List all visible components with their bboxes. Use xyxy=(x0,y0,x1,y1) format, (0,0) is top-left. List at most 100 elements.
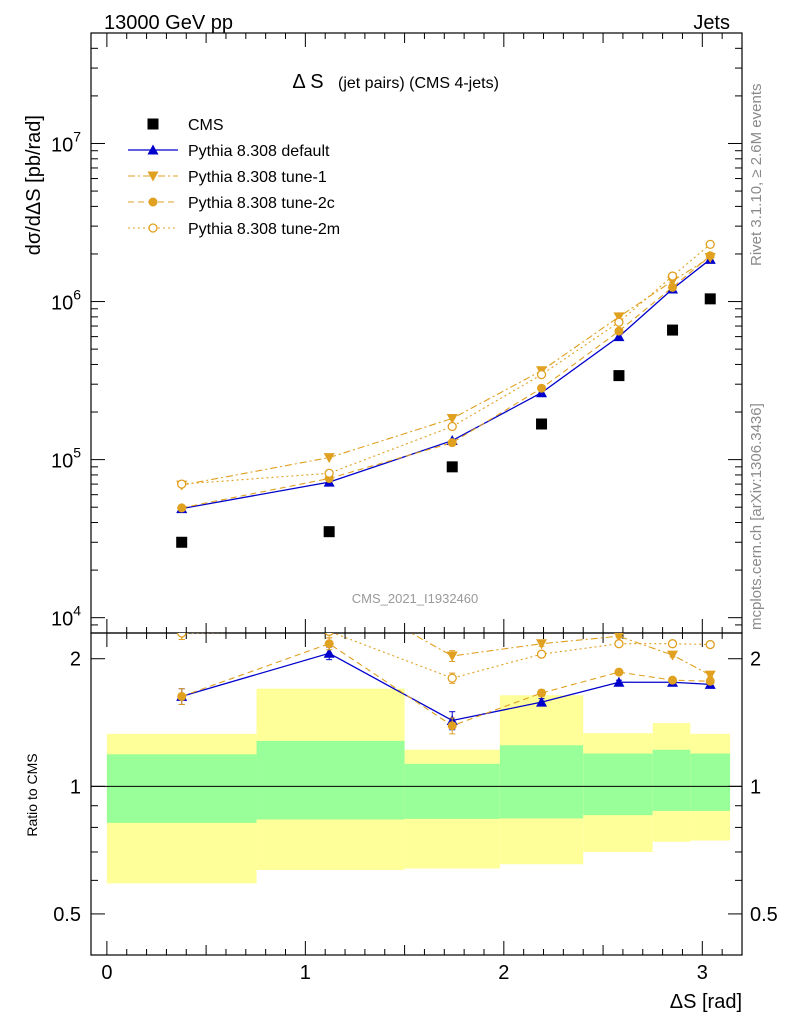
main-series-marker xyxy=(323,453,335,464)
legend-item: Pythia 8.308 tune-1 xyxy=(128,169,327,186)
main-series-marker xyxy=(446,414,458,425)
ratio-band-inner xyxy=(583,753,653,816)
x-tick-label: 0 xyxy=(101,962,112,984)
main-y-tick-base: 10 xyxy=(51,451,73,473)
main-series-line xyxy=(181,257,711,486)
main-y-tick-base: 10 xyxy=(51,293,73,315)
main-series-line xyxy=(181,258,711,510)
x-tick-label: 1 xyxy=(300,962,311,984)
data-point xyxy=(323,526,335,538)
main-y-tick-exp: 7 xyxy=(73,128,81,144)
x-axis-label: ΔS [rad] xyxy=(670,991,742,1013)
ratio-y-tick-label-right: 1 xyxy=(750,776,761,798)
legend-marker xyxy=(147,118,159,130)
chart-title-main: Δ S xyxy=(292,71,323,93)
main-series-marker xyxy=(614,317,624,327)
data-point xyxy=(176,536,188,548)
main-series-marker xyxy=(614,326,624,336)
ratio-series-marker xyxy=(536,696,548,707)
data-point xyxy=(536,418,548,430)
ratio-series-marker xyxy=(447,673,457,683)
legend-marker xyxy=(148,223,158,233)
ratio-series xyxy=(176,583,716,735)
ratio-y-tick-label-right: 2 xyxy=(750,649,761,671)
ratio-series-marker xyxy=(705,676,715,686)
ratio-series-marker xyxy=(614,639,624,649)
ratio-y-axis-label: Ratio to CMS xyxy=(24,753,40,836)
ratio-series-marker xyxy=(177,633,187,638)
main-series-marker xyxy=(536,369,547,380)
main-series-marker xyxy=(668,282,678,292)
legend-label: CMS xyxy=(188,117,224,134)
main-series-marker xyxy=(705,239,715,250)
ratio-y-tick-label-left: 1 xyxy=(70,776,81,798)
ratio-y-tick-label-left: 0.5 xyxy=(53,904,81,926)
data-point xyxy=(667,324,679,336)
ratio-band-inner xyxy=(106,754,257,823)
ratio-plot-frame xyxy=(90,632,743,956)
main-y-tick-exp: 4 xyxy=(73,603,81,619)
main-y-tick-label: 106 xyxy=(51,287,81,315)
data-point xyxy=(704,293,716,305)
ratio-series-marker xyxy=(704,670,716,681)
header-left-label: 13000 GeV pp xyxy=(104,12,233,34)
ratio-series-marker xyxy=(323,647,335,658)
main-series-marker xyxy=(324,468,334,478)
ratio-y-tick-label-left: 2 xyxy=(70,649,81,671)
ratio-axes: 0.5 0.5 1 1 2 2 0 1 2 3 xyxy=(53,632,778,984)
ratio-series-marker xyxy=(667,639,678,649)
legend-label: Pythia 8.308 default xyxy=(188,143,330,160)
ratio-series-marker xyxy=(536,639,548,650)
main-y-axis-label: dσ/dΔS [pb/rad] xyxy=(23,115,45,255)
mcplots-label: mcplots.cern.ch [arXiv:1306.3436] xyxy=(748,403,765,630)
header-right-label: Jets xyxy=(693,12,730,34)
ratio-series-marker xyxy=(446,651,458,662)
main-series-marker xyxy=(447,438,457,448)
main-series-marker xyxy=(537,383,547,393)
ratio-series-marker xyxy=(447,721,457,731)
ratio-band-inner xyxy=(652,749,691,811)
main-series-marker xyxy=(177,503,187,513)
ratio-band-inner xyxy=(499,745,584,819)
legend: CMS Pythia 8.308 default Pythia 8.308 tune… xyxy=(128,117,340,238)
ratio-series-marker xyxy=(613,676,625,687)
legend-item: Pythia 8.308 tune-2m xyxy=(128,221,340,238)
legend-item: Pythia 8.308 default xyxy=(128,143,330,160)
ratio-series-line xyxy=(181,633,711,679)
main-y-tick-base: 10 xyxy=(51,134,73,156)
main-series-marker xyxy=(177,479,187,489)
ratio-series-marker xyxy=(705,639,715,650)
main-y-tick-exp: 5 xyxy=(73,445,81,461)
data-point xyxy=(446,461,458,473)
ratio-series-marker xyxy=(324,583,335,593)
legend-marker xyxy=(148,197,158,207)
main-y-tick-label: 104 xyxy=(51,603,81,631)
main-series-line xyxy=(181,243,711,485)
data-point xyxy=(613,370,625,382)
ratio-series-marker xyxy=(667,650,679,661)
ratio-series-marker xyxy=(324,633,334,637)
ratio-series-marker xyxy=(536,649,547,659)
x-tick-label: 3 xyxy=(697,962,708,984)
ratio-band-inner xyxy=(256,740,405,820)
legend-item: CMS xyxy=(147,117,224,134)
ratio-series-marker xyxy=(614,667,624,677)
ratio-y-tick-label-right: 0.5 xyxy=(750,904,778,926)
main-series-marker xyxy=(667,271,678,281)
main-series-marker xyxy=(447,421,457,432)
ratio-bands xyxy=(106,688,731,884)
main-y-tick-base: 10 xyxy=(51,609,73,631)
ratio-series-marker xyxy=(537,688,547,698)
ratio-series-marker xyxy=(614,633,624,642)
ratio-series-marker xyxy=(177,691,187,701)
main-series-marker xyxy=(613,331,625,342)
legend-item: Pythia 8.308 tune-2c xyxy=(128,195,335,212)
main-series-marker xyxy=(705,251,715,261)
analysis-label: CMS_2021_I1932460 xyxy=(352,591,479,606)
legend-label: Pythia 8.308 tune-2c xyxy=(188,195,335,212)
legend-marker xyxy=(147,171,159,182)
main-y-tick-label: 105 xyxy=(51,445,81,473)
main-series-marker xyxy=(613,312,625,323)
